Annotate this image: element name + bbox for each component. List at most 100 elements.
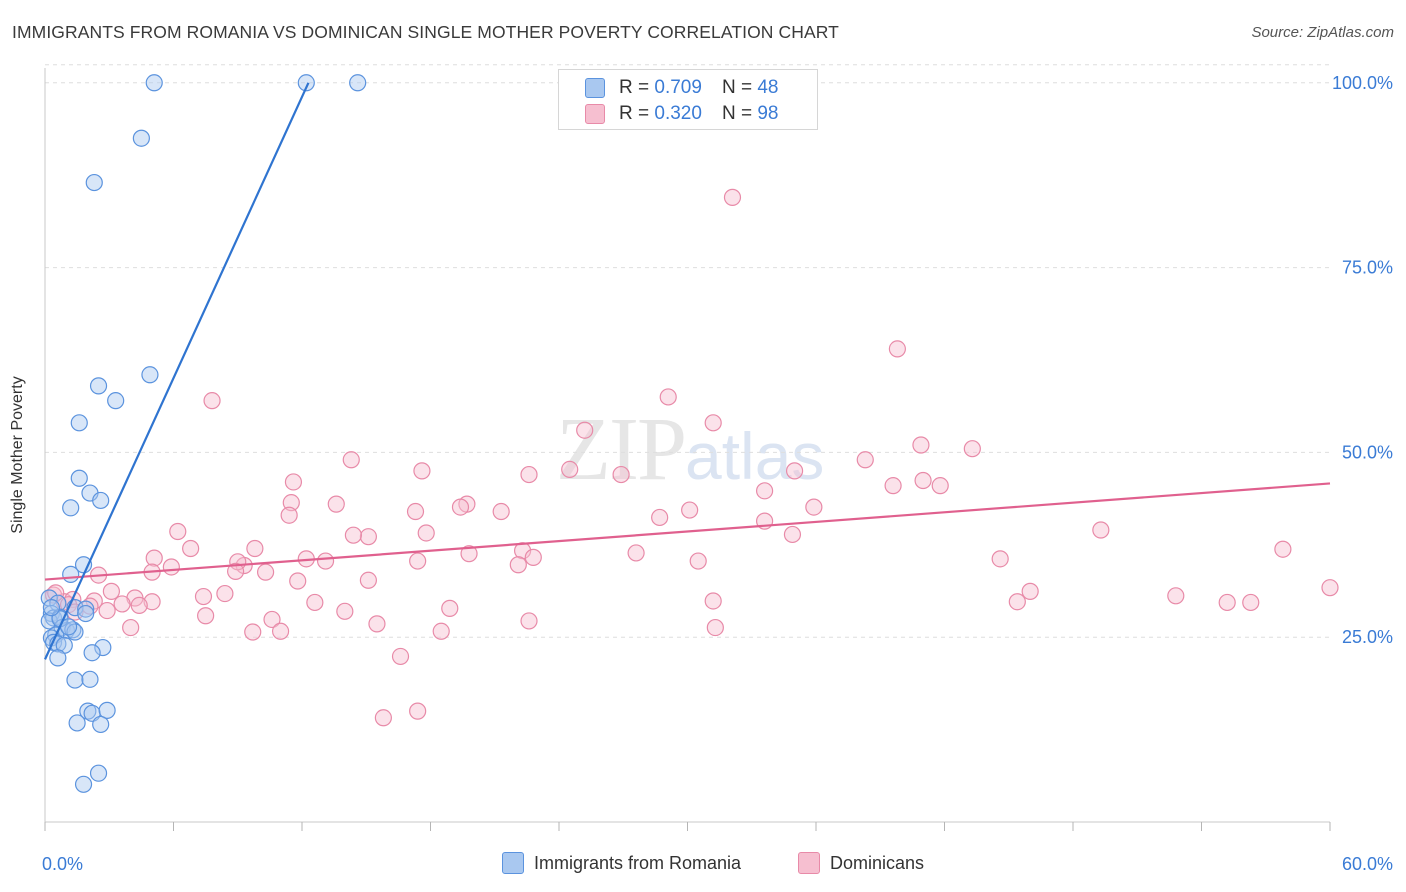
data-point xyxy=(98,601,116,620)
data-point xyxy=(85,173,103,192)
trend-line-romania xyxy=(43,82,310,660)
y-tick-label: 50.0% xyxy=(1342,442,1393,462)
data-point xyxy=(659,388,677,406)
gridlines xyxy=(45,64,1330,638)
data-point xyxy=(77,600,95,618)
data-point xyxy=(704,592,722,610)
data-point xyxy=(282,494,300,512)
legend-box: R = 0.709 N = 48 R = 0.320 N = 98 xyxy=(558,69,818,130)
data-point xyxy=(344,526,362,544)
data-point xyxy=(884,477,902,495)
data-point xyxy=(417,524,435,542)
data-point xyxy=(113,595,131,613)
data-point xyxy=(49,649,67,667)
data-point xyxy=(755,482,774,500)
data-point xyxy=(122,618,140,637)
data-point xyxy=(145,549,163,567)
y-tick-label: 75.0% xyxy=(1342,258,1393,278)
trend-lines xyxy=(43,82,1331,660)
data-point xyxy=(74,775,93,793)
data-point xyxy=(62,565,80,583)
data-point xyxy=(94,638,112,657)
data-point xyxy=(520,465,538,484)
data-point xyxy=(783,525,802,544)
data-point xyxy=(704,414,722,432)
legend-r-value: 0.709 xyxy=(654,77,702,98)
legend-n-value: 98 xyxy=(757,103,779,124)
data-point xyxy=(513,542,532,560)
data-point xyxy=(1321,579,1339,597)
tick-labels: 25.0% 50.0% 75.0% 100.0% 0.0% 60.0% xyxy=(42,73,1393,874)
data-point xyxy=(963,440,981,458)
data-point xyxy=(141,366,159,384)
data-point xyxy=(169,522,187,541)
data-point xyxy=(451,498,470,516)
data-point xyxy=(1274,540,1292,558)
data-point xyxy=(409,702,427,720)
data-point xyxy=(441,599,459,617)
legend-r-label: R = xyxy=(619,77,650,98)
data-point xyxy=(246,539,264,558)
legend-r-value: 0.320 xyxy=(654,103,702,124)
trend-line-dominicans xyxy=(44,482,1331,581)
data-point xyxy=(102,582,120,600)
data-point xyxy=(132,129,150,147)
legend-row-dominicans: R = 0.320 N = 98 xyxy=(585,102,778,126)
data-point xyxy=(244,623,262,641)
data-point xyxy=(524,548,542,566)
data-point xyxy=(681,501,699,519)
data-point xyxy=(306,593,324,612)
data-point xyxy=(723,188,742,206)
data-point xyxy=(98,701,116,719)
data-point xyxy=(509,556,527,574)
data-point xyxy=(203,392,221,410)
data-point xyxy=(327,495,345,513)
data-point xyxy=(130,596,148,615)
data-point xyxy=(689,552,707,570)
data-point xyxy=(1008,593,1026,611)
data-point xyxy=(66,671,84,689)
data-point xyxy=(77,604,95,623)
data-point xyxy=(216,584,234,603)
data-point xyxy=(92,491,110,510)
legend-row-romania: R = 0.709 N = 48 xyxy=(585,76,778,100)
data-point xyxy=(68,714,86,732)
legend-swatch-blue xyxy=(585,78,605,98)
data-point xyxy=(92,715,110,734)
data-point xyxy=(706,618,724,637)
bottom-legend-romania: Immigrants from Romania xyxy=(502,852,741,874)
bottom-legend-swatch-pink xyxy=(798,852,820,874)
data-point xyxy=(460,545,478,563)
watermark-atlas: atlas xyxy=(685,419,825,493)
data-point xyxy=(612,465,630,484)
data-point xyxy=(409,552,427,570)
data-point xyxy=(931,477,949,495)
legend-r-label: R = xyxy=(619,103,650,124)
data-point xyxy=(1021,582,1039,600)
x-tick-label-min: 0.0% xyxy=(42,854,83,874)
data-point xyxy=(856,451,874,469)
data-point xyxy=(70,414,88,432)
data-point xyxy=(297,74,315,92)
data-point xyxy=(888,340,906,358)
data-point xyxy=(182,539,200,558)
data-point xyxy=(342,451,360,469)
y-tick-label: 25.0% xyxy=(1342,627,1393,647)
data-point xyxy=(413,462,431,480)
data-point xyxy=(143,593,161,611)
data-point xyxy=(1092,521,1110,539)
data-point xyxy=(576,421,594,439)
data-point xyxy=(492,502,510,521)
x-tick-label-max: 60.0% xyxy=(1342,854,1393,874)
romania-points xyxy=(40,74,367,793)
data-point xyxy=(336,602,354,620)
data-point xyxy=(70,469,88,487)
legend-n-label: N = xyxy=(721,103,753,124)
y-tick-label: 100.0% xyxy=(1332,73,1393,93)
axes xyxy=(44,68,1331,831)
data-point xyxy=(271,622,290,640)
legend-n-label: N = xyxy=(721,77,753,98)
data-point xyxy=(284,473,303,491)
data-point xyxy=(520,612,538,630)
data-point xyxy=(912,436,930,454)
